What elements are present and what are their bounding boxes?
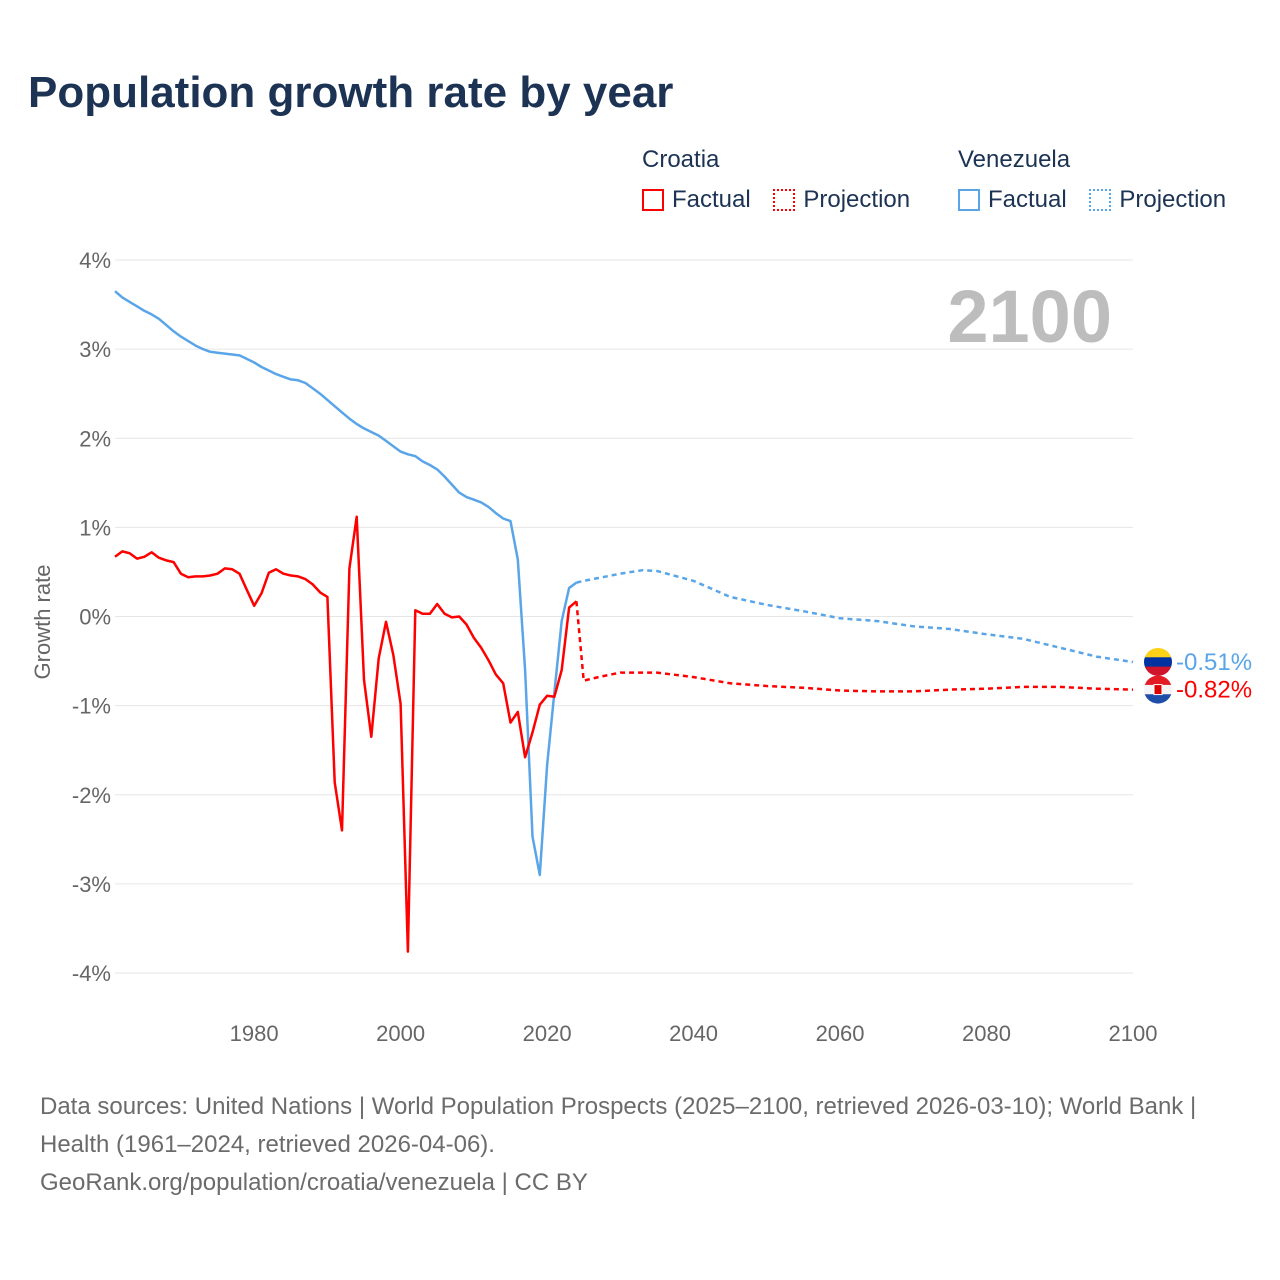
croatia-end-value: -0.82% <box>1176 677 1252 704</box>
venezuela-factual-line <box>114 290 578 877</box>
x-tick-label: 2040 <box>669 1021 718 1046</box>
legend-swatch-dotted <box>1089 189 1112 211</box>
y-tick-label: 0% <box>79 605 111 630</box>
legend-group-label: Venezuela <box>958 146 1071 173</box>
footer: Data sources: United Nations | World Pop… <box>40 1088 1240 1202</box>
legend-venezuela-projection[interactable]: Projection <box>1089 186 1226 214</box>
legend-label: Factual <box>988 186 1067 213</box>
chart-title: Population growth rate by year <box>28 68 674 117</box>
venezuela-end-value: -0.51% <box>1176 649 1252 676</box>
croatia-factual-line <box>114 515 578 953</box>
venezuela-projection-line <box>576 568 1134 664</box>
x-tick-label: 2100 <box>1109 1021 1158 1046</box>
legend-swatch-solid <box>642 189 664 211</box>
legend-label: Factual <box>672 186 751 213</box>
legend-venezuela: Venezuela Factual Projection <box>958 146 1226 218</box>
y-tick-label: 3% <box>79 337 111 362</box>
line-chart: 4% 3% 2% 1% 0% -1% -2% -3% -4% 1980 2000 2020 2040 20… <box>30 248 1252 1046</box>
legend-croatia-factual[interactable]: Factual <box>642 186 751 214</box>
legend-swatch-solid <box>958 189 980 211</box>
x-tick-label: 2060 <box>816 1021 865 1046</box>
legend-croatia-projection[interactable]: Projection <box>773 186 910 214</box>
croatia-flag-icon <box>1144 675 1172 704</box>
y-tick-label: -2% <box>72 783 111 808</box>
legend-group-label: Croatia <box>642 146 720 173</box>
credit-link[interactable]: GeoRank.org/population/croatia/venezuela… <box>40 1169 588 1196</box>
venezuela-flag-icon <box>1144 647 1172 676</box>
y-tick-label: 1% <box>79 515 111 540</box>
legend-venezuela-factual[interactable]: Factual <box>958 186 1067 214</box>
legend-croatia: Croatia Factual Projection <box>642 146 926 218</box>
y-tick-label: 2% <box>79 426 111 451</box>
croatia-projection-line <box>575 601 1134 693</box>
y-tick-label: -3% <box>72 872 111 897</box>
x-tick-label: 2080 <box>962 1021 1011 1046</box>
year-label: 2100 <box>947 275 1112 358</box>
y-tick-label: -1% <box>72 694 111 719</box>
y-tick-label: -4% <box>72 961 111 986</box>
legend-swatch-dotted <box>773 189 796 211</box>
y-tick-label: 4% <box>79 248 111 273</box>
x-tick-label: 2020 <box>523 1021 572 1046</box>
data-sources: Data sources: United Nations | World Pop… <box>40 1093 1197 1158</box>
x-tick-label: 1980 <box>230 1021 279 1046</box>
legend-label: Projection <box>803 186 911 213</box>
x-tick-label: 2000 <box>376 1021 425 1046</box>
legend-label: Projection <box>1119 186 1227 213</box>
y-axis-label: Growth rate <box>30 565 55 680</box>
